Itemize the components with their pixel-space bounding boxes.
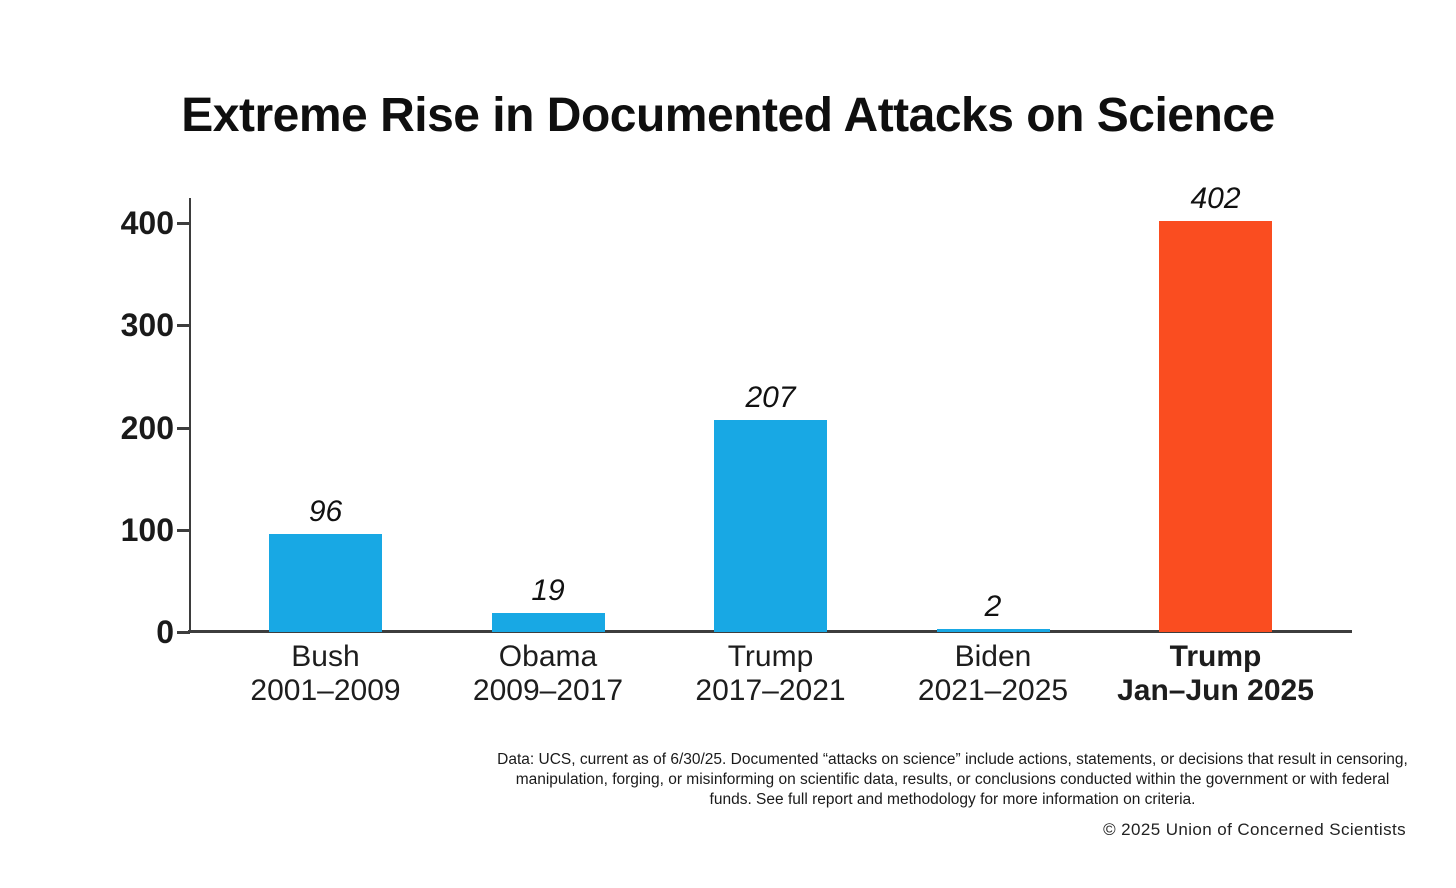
x-axis-label-obama-1: Obama 2009–2017	[408, 640, 688, 708]
bar-value-label: 402	[1190, 182, 1241, 215]
x-axis-label-line1: Biden	[954, 640, 1032, 673]
x-axis-label-biden-3: Biden 2021–2025	[853, 640, 1133, 708]
footnote: Data: UCS, current as of 6/30/25. Docume…	[497, 751, 1408, 808]
x-axis-label-line1: Trump	[727, 640, 814, 673]
x-axis-label-line2: 2021–2025	[917, 674, 1069, 707]
x-axis-label-line1: Bush	[291, 640, 360, 673]
y-axis-tick-label: 200	[120, 409, 174, 446]
bar-trump-2	[714, 420, 827, 632]
x-axis-label-line2: 2009–2017	[472, 674, 624, 707]
y-axis-tick-mark	[177, 324, 190, 328]
y-axis-tick-label: 300	[120, 307, 174, 344]
y-axis-tick-label: 0	[156, 614, 174, 650]
y-axis-tick-mark	[177, 631, 190, 634]
x-axis-label-line1: Obama	[498, 640, 598, 673]
x-axis-label-trump-4: Trump Jan–Jun 2025	[1076, 640, 1356, 708]
y-axis-tick-mark	[177, 222, 190, 225]
bar-value-label: 19	[531, 574, 565, 607]
x-axis-label-line1: Trump	[1169, 640, 1262, 673]
y-axis-line	[189, 198, 191, 633]
bar-bush-0	[269, 534, 382, 632]
bar-value-label: 207	[745, 381, 796, 414]
y-axis-tick-label: 400	[120, 205, 174, 241]
x-axis-label-line2: Jan–Jun 2025	[1117, 674, 1314, 707]
y-axis-tick-label: 100	[120, 511, 174, 548]
bar-value-label: 2	[984, 590, 1002, 623]
bar-trump-4	[1159, 221, 1272, 632]
x-axis-label-line2: 2001–2009	[250, 674, 401, 707]
bar-obama-1	[491, 613, 605, 632]
x-axis-label-bush-0: Bush 2001–2009	[186, 640, 466, 708]
bar-biden-3	[936, 629, 1050, 632]
bar-value-label: 96	[308, 495, 343, 528]
x-axis-label-trump-2: Trump 2017–2021	[631, 640, 911, 708]
y-axis-tick-mark	[177, 426, 190, 430]
y-axis-tick-mark	[177, 528, 190, 532]
x-axis-label-line2: 2017–2021	[695, 674, 846, 707]
chart-title: Extreme Rise in Documented Attacks on Sc…	[181, 89, 1275, 142]
copyright: © 2025 Union of Concerned Scientists	[1103, 820, 1406, 839]
